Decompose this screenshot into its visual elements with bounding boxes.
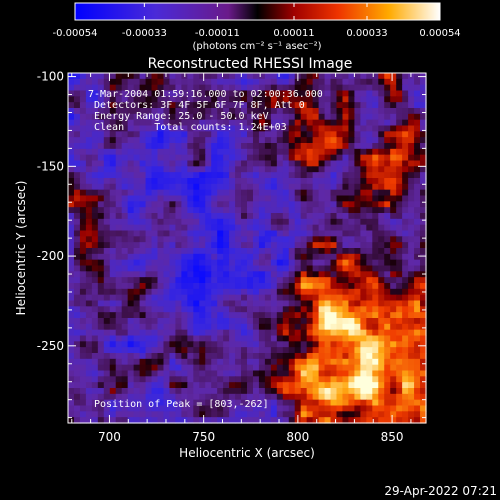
plot-title: Reconstructed RHESSI Image xyxy=(148,56,353,72)
axis-ticks xyxy=(68,73,426,423)
y-tick-label: -200 xyxy=(37,249,64,263)
colorbar-ticks xyxy=(74,3,441,20)
annotation-time-range: 7-Mar-2004 01:59:16.000 to 02:00:36.000 xyxy=(88,89,323,100)
x-tick-label: 750 xyxy=(192,430,215,444)
y-tick-label: -150 xyxy=(37,159,64,173)
solar-image xyxy=(68,73,427,424)
x-tick-label: 700 xyxy=(98,430,121,444)
y-tick-label: -100 xyxy=(37,70,64,84)
plot-frame xyxy=(67,72,427,424)
colorbar-tick-label: -0.00011 xyxy=(195,28,240,39)
x-tick-label: 800 xyxy=(286,430,309,444)
x-tick-label: 850 xyxy=(381,430,404,444)
colorbar xyxy=(74,2,441,21)
y-tick-label: -250 xyxy=(37,339,64,353)
colorbar-tick-label: 0.00011 xyxy=(273,28,314,39)
annotation-detectors: Detectors: 3F 4F 5F 6F 7F 8F, Att 0 xyxy=(94,100,305,111)
annotation-energy: Energy Range: 25.0 - 50.0 keV xyxy=(94,111,269,122)
y-axis-label: Heliocentric Y (arcsec) xyxy=(14,181,28,316)
annotation-method-counts: Clean Total counts: 1.24E+03 xyxy=(94,122,287,133)
colorbar-tick-label: -0.00033 xyxy=(122,28,167,39)
colorbar-units: (photons cm⁻² s⁻¹ asec⁻²) xyxy=(192,41,321,52)
footer-timestamp: 29-Apr-2022 07:21 xyxy=(384,484,497,498)
colorbar-tick-label: 0.00033 xyxy=(346,28,387,39)
y-tick-labels: -100 -150 -200 -250 xyxy=(37,70,64,353)
colorbar-tick-label: -0.00054 xyxy=(53,28,98,39)
colorbar-tick-label: 0.00054 xyxy=(419,28,460,39)
colorbar-tick-labels: -0.00054 -0.00033 -0.00011 0.00011 0.00033 0.… xyxy=(53,28,461,39)
x-tick-labels: 700 750 800 850 xyxy=(98,430,404,444)
x-axis-label: Heliocentric X (arcsec) xyxy=(179,446,315,460)
annotation-peak: Position of Peak = [803,-262] xyxy=(94,399,269,410)
